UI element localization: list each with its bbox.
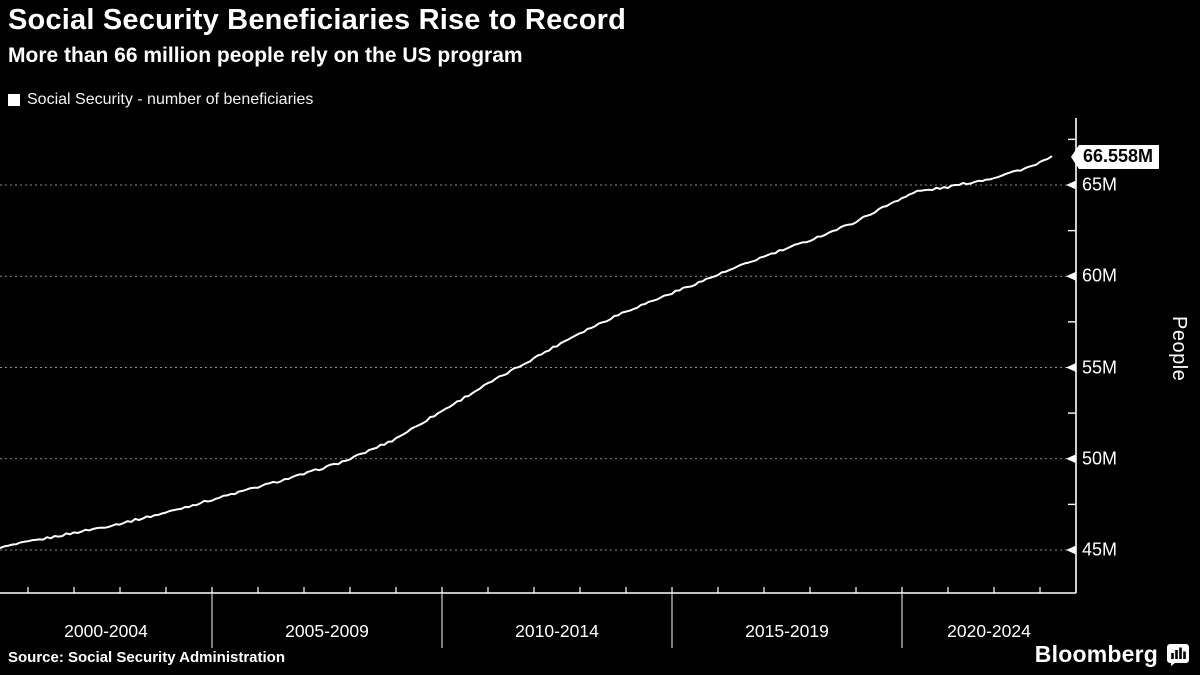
y-major-tick-arrow-icon [1066,271,1076,281]
y-axis-title: People [1168,316,1190,382]
x-tick-label: 2015-2019 [745,621,829,641]
source-note: Source: Social Security Administration [8,649,286,666]
bloomberg-terminal-icon [1167,643,1189,666]
x-tick-label: 2010-2014 [515,621,599,641]
y-tick-label: 55M [1082,357,1118,377]
y-tick-label: 50M [1082,448,1118,469]
brand: Bloomberg [1035,641,1190,668]
chart-subtitle: More than 66 million people rely on the … [8,44,523,67]
bloomberg-wordmark: Bloomberg [1034,641,1158,667]
callout-arrow-icon [1071,144,1079,169]
y-tick-label: 45M [1082,539,1118,560]
y-tick-label: 60M [1082,265,1118,286]
legend-swatch-icon [8,94,20,106]
y-tick-label: 65M [1082,174,1118,195]
x-tick-label: 2020-2024 [947,621,1031,641]
y-major-tick-arrow-icon [1066,454,1076,464]
x-tick-label: 2005-2009 [285,621,369,641]
chart-title: Social Security Beneficiaries Rise to Re… [8,4,627,36]
legend: Social Security - number of beneficiarie… [8,91,313,109]
last-value-callout: 66.558M [1071,144,1160,169]
y-major-tick-arrow-icon [1066,545,1076,555]
y-major-tick-arrow-icon [1066,180,1076,190]
x-tick-label: 2000-2004 [64,621,148,641]
last-value-text: 66.558M [1083,145,1154,166]
legend-label: Social Security - number of beneficiarie… [27,91,314,108]
data-line [0,155,1053,549]
y-major-tick-arrow-icon [1066,363,1076,372]
